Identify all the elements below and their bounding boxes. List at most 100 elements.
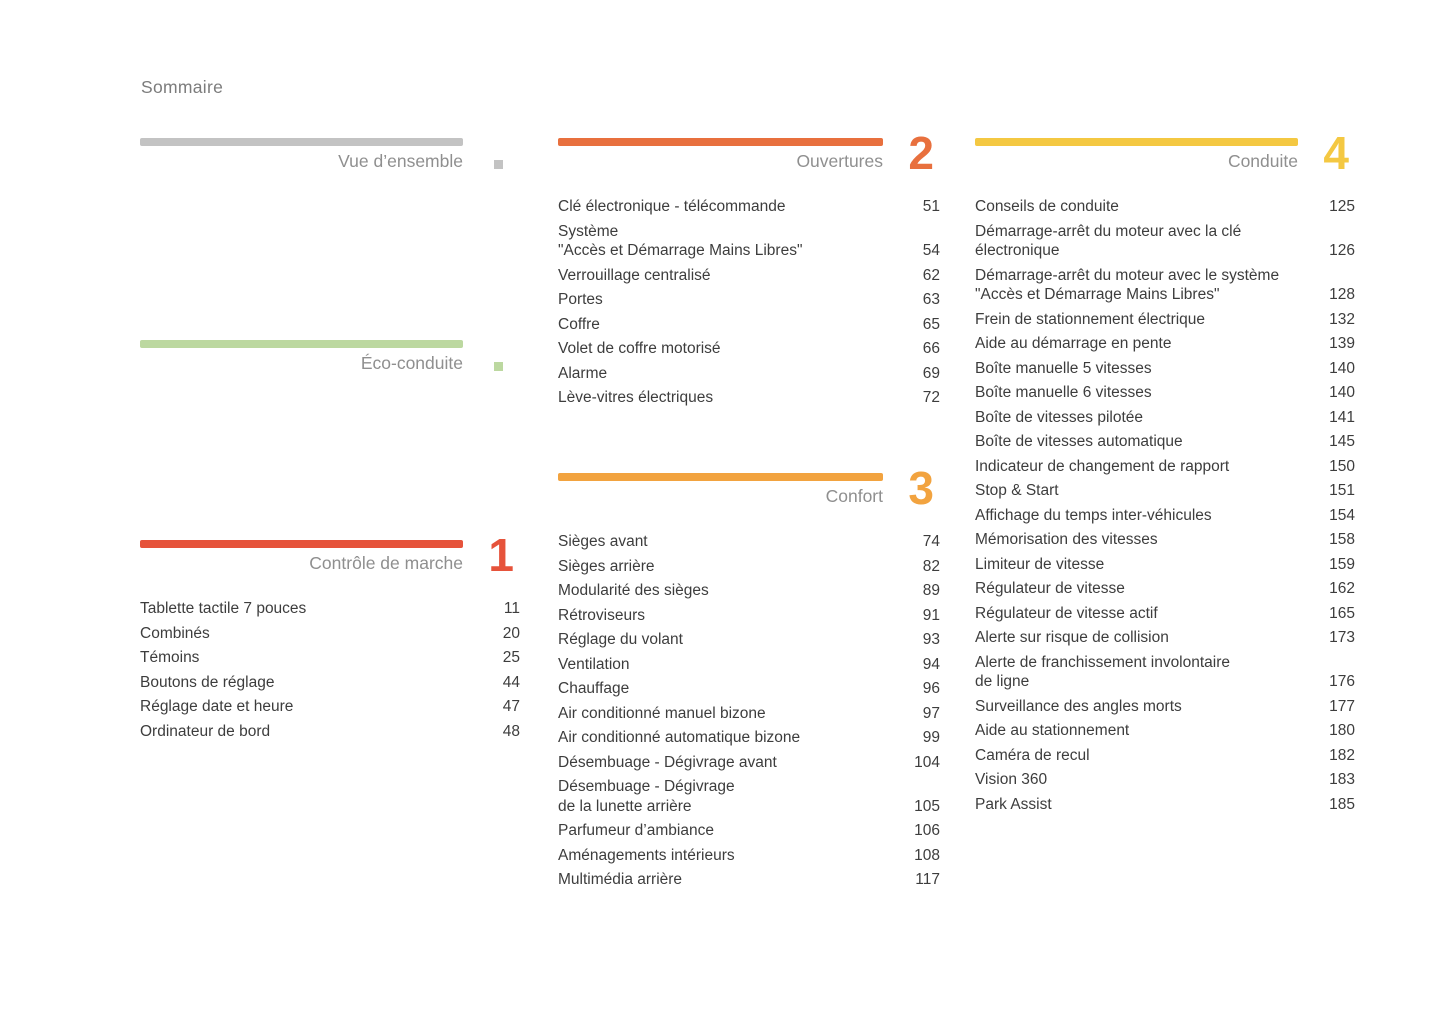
section-controle-de-marche: Contrôle de marche 1 Tablette tactile 7 … [140, 532, 520, 746]
toc-item[interactable]: Coffre 65 [558, 315, 940, 335]
section-header: Vue d’ensemble [140, 138, 520, 180]
toc-item[interactable]: Vision 360 183 [975, 770, 1355, 790]
toc-item[interactable]: Caméra de recul 182 [975, 746, 1355, 766]
toc-item-label: Ventilation [558, 655, 630, 673]
toc-item-label: Tablette tactile 7 pouces [140, 600, 307, 617]
toc-item[interactable]: Sièges arrière 82 [558, 557, 940, 577]
section-header: Éco-conduite [140, 340, 520, 382]
section-number-zone [463, 138, 520, 180]
toc-item-label: Mémorisation des vitesses [975, 531, 1158, 548]
toc-item-page: 82 [922, 557, 940, 575]
toc-item[interactable]: Modularité des sièges 89 [558, 581, 940, 601]
toc-item[interactable]: Stop & Start 151 [975, 481, 1355, 501]
toc-item[interactable]: Combinés 20 [140, 624, 520, 644]
toc-item[interactable]: Rétroviseurs 91 [558, 606, 940, 626]
toc-item[interactable]: Démarrage-arrêt du moteur avec le systèm… [975, 266, 1355, 305]
toc-item-page: 25 [502, 649, 520, 666]
toc-item-page: 183 [1329, 771, 1355, 788]
section-header: Ouvertures 2 [558, 130, 940, 180]
toc-list: Tablette tactile 7 pouces 11 Combinés 20 Tém… [140, 599, 520, 741]
toc-item[interactable]: Aménagements intérieurs 108 [558, 846, 940, 866]
toc-item[interactable]: Désembuage - Dégivrage de la lunette arr… [558, 777, 940, 816]
toc-item-page: 125 [1329, 198, 1355, 215]
toc-item[interactable]: Tablette tactile 7 pouces 11 [140, 599, 520, 619]
toc-item[interactable]: Boîte manuelle 5 vitesses 140 [975, 359, 1355, 379]
toc-item-label: Alerte de franchissement involontaire de… [975, 653, 1231, 691]
toc-item[interactable]: Réglage du volant 93 [558, 630, 940, 650]
toc-item-page: 182 [1329, 746, 1355, 764]
toc-item-label: Multimédia arrière [558, 871, 683, 888]
section-accent-bar [140, 340, 463, 348]
toc-item-label: Système "Accès et Démarrage Mains Libres… [558, 222, 803, 260]
toc-item-label: Lève-vitres électriques [558, 389, 714, 406]
toc-item[interactable]: Sièges avant 74 [558, 532, 940, 552]
toc-item-label: Démarrage-arrêt du moteur avec la clé él… [975, 222, 1242, 260]
toc-item[interactable]: Volet de coffre motorisé 66 [558, 339, 940, 359]
section-number-zone: 3 [883, 465, 940, 515]
section-accent-bar [975, 138, 1298, 146]
toc-item-page: 173 [1329, 629, 1355, 646]
toc-item[interactable]: Alarme 69 [558, 364, 940, 384]
toc-item[interactable]: Aide au stationnement 180 [975, 721, 1355, 741]
toc-item[interactable]: Témoins 25 [140, 648, 520, 668]
toc-item-page: 176 [1329, 673, 1355, 690]
toc-item[interactable]: Alerte sur risque de collision 173 [975, 628, 1355, 648]
toc-item[interactable]: Affichage du temps inter-véhicules 154 [975, 506, 1355, 526]
toc-item-page: 151 [1329, 482, 1355, 499]
toc-item[interactable]: Portes 63 [558, 290, 940, 310]
toc-item-label: Surveillance des angles morts [975, 697, 1182, 715]
toc-item[interactable]: Système "Accès et Démarrage Mains Libres… [558, 222, 940, 261]
toc-item[interactable]: Boîte de vitesses automatique 145 [975, 432, 1355, 452]
toc-item-page: 159 [1329, 555, 1355, 573]
toc-item-label: Parfumeur d’ambiance [558, 822, 714, 839]
section-accent-bar [558, 473, 883, 481]
section-title: Confort [825, 486, 883, 506]
section-title: Ouvertures [796, 151, 883, 171]
toc-item-label: Volet de coffre motorisé [558, 340, 721, 357]
toc-item-label: Démarrage-arrêt du moteur avec le systèm… [975, 266, 1280, 304]
toc-item-label: Réglage date et heure [140, 698, 294, 715]
toc-item[interactable]: Alerte de franchissement involontaire de… [975, 653, 1355, 692]
toc-item-page: 99 [922, 729, 940, 746]
toc-item[interactable]: Indicateur de changement de rapport 150 [975, 457, 1355, 477]
toc-item-label: Combinés [140, 624, 210, 642]
toc-item[interactable]: Ordinateur de bord 48 [140, 722, 520, 742]
toc-item-label: Air conditionné automatique bizone [558, 729, 801, 746]
toc-item[interactable]: Aide au démarrage en pente 139 [975, 334, 1355, 354]
toc-item[interactable]: Désembuage - Dégivrage avant 104 [558, 753, 940, 773]
toc-item[interactable]: Réglage date et heure 47 [140, 697, 520, 717]
toc-item[interactable]: Limiteur de vitesse 159 [975, 555, 1355, 575]
toc-item[interactable]: Régulateur de vitesse actif 165 [975, 604, 1355, 624]
toc-item[interactable]: Surveillance des angles morts 177 [975, 697, 1355, 717]
toc-item[interactable]: Chauffage 96 [558, 679, 940, 699]
toc-item[interactable]: Verrouillage centralisé 62 [558, 266, 940, 286]
toc-item-label: Boîte manuelle 6 vitesses [975, 384, 1152, 401]
toc-item-page: 62 [922, 266, 940, 284]
toc-item[interactable]: Ventilation 94 [558, 655, 940, 675]
toc-item-page: 106 [914, 822, 940, 839]
toc-item[interactable]: Boutons de réglage 44 [140, 673, 520, 693]
toc-item-label: Conseils de conduite [975, 198, 1119, 215]
toc-item-label: Sièges arrière [558, 557, 655, 575]
toc-item[interactable]: Boîte de vitesses pilotée 141 [975, 408, 1355, 428]
toc-item[interactable]: Lève-vitres électriques 72 [558, 388, 940, 408]
toc-item-label: Verrouillage centralisé [558, 266, 711, 284]
toc-item[interactable]: Conseils de conduite 125 [975, 197, 1355, 217]
toc-item[interactable]: Frein de stationnement électrique 132 [975, 310, 1355, 330]
toc-item[interactable]: Boîte manuelle 6 vitesses 140 [975, 383, 1355, 403]
toc-item[interactable]: Clé électronique - télécommande 51 [558, 197, 940, 217]
toc-item-page: 185 [1329, 795, 1355, 813]
toc-item[interactable]: Multimédia arrière 117 [558, 870, 940, 890]
toc-item[interactable]: Mémorisation des vitesses 158 [975, 530, 1355, 550]
toc-item-label: Indicateur de changement de rapport [975, 457, 1230, 475]
toc-item[interactable]: Park Assist 185 [975, 795, 1355, 815]
toc-item[interactable]: Démarrage-arrêt du moteur avec la clé él… [975, 222, 1355, 261]
toc-item-page: 74 [922, 533, 940, 550]
toc-item-page: 141 [1329, 408, 1355, 426]
toc-item-label: Boîte de vitesses pilotée [975, 408, 1144, 426]
toc-item[interactable]: Air conditionné manuel bizone 97 [558, 704, 940, 724]
toc-item[interactable]: Air conditionné automatique bizone 99 [558, 728, 940, 748]
toc-item[interactable]: Régulateur de vitesse 162 [975, 579, 1355, 599]
toc-item[interactable]: Parfumeur d’ambiance 106 [558, 821, 940, 841]
